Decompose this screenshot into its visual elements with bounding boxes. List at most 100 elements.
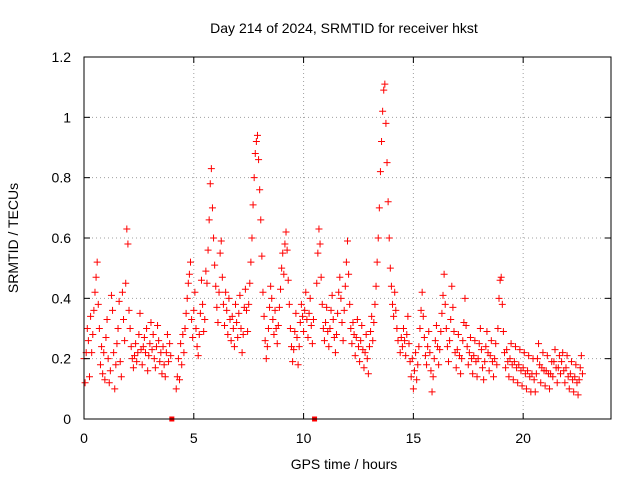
- data-point: [424, 343, 432, 351]
- data-point: [232, 300, 240, 308]
- data-point: [188, 315, 196, 323]
- data-point: [414, 361, 422, 369]
- data-point: [449, 303, 457, 311]
- data-point: [294, 361, 302, 369]
- data-point: [94, 300, 102, 308]
- data-point: [439, 291, 447, 299]
- data-point: [384, 198, 392, 206]
- data-point: [206, 180, 214, 188]
- data-point: [177, 340, 185, 348]
- data-point: [134, 349, 142, 357]
- data-point: [399, 325, 407, 332]
- data-point: [505, 373, 513, 381]
- data-point: [149, 331, 157, 339]
- x-tick-label: 20: [515, 430, 531, 446]
- data-point: [113, 340, 121, 348]
- y-axis-label: SRMTID / TECUs: [5, 183, 21, 293]
- data-point: [563, 352, 571, 360]
- chart-title: Day 214 of 2024, SRMTID for receiver hks…: [210, 20, 478, 36]
- data-point: [428, 388, 436, 396]
- data-point: [225, 294, 233, 302]
- y-tick-label: 1: [63, 109, 71, 125]
- data-point: [246, 279, 254, 287]
- data-point: [318, 300, 326, 308]
- data-point: [407, 373, 415, 381]
- data-point: [105, 379, 113, 387]
- data-point: [425, 328, 433, 336]
- data-point: [277, 285, 285, 293]
- data-point: [203, 279, 211, 287]
- data-point: [133, 358, 141, 366]
- data-point: [546, 385, 554, 393]
- data-point: [367, 328, 375, 336]
- data-point: [244, 328, 252, 336]
- data-point: [555, 352, 563, 360]
- data-point: [194, 352, 202, 360]
- data-point: [459, 337, 467, 345]
- data-point: [509, 376, 517, 384]
- data-point: [327, 306, 335, 314]
- data-point: [571, 373, 579, 381]
- data-point: [342, 258, 350, 266]
- data-point: [441, 300, 449, 308]
- data-point: [473, 373, 481, 381]
- data-point: [465, 349, 473, 357]
- data-point: [208, 204, 216, 212]
- data-point: [358, 321, 366, 329]
- data-point: [227, 337, 235, 345]
- data-point: [285, 300, 293, 308]
- data-point: [498, 300, 506, 308]
- data-point: [452, 364, 460, 372]
- data-point: [241, 285, 249, 293]
- data-point: [191, 288, 199, 296]
- data-point: [364, 370, 372, 378]
- data-point: [216, 249, 224, 257]
- data-point: [135, 331, 143, 339]
- data-point: [162, 349, 170, 357]
- data-point: [257, 216, 265, 224]
- data-point: [124, 240, 132, 248]
- data-point: [297, 300, 305, 308]
- data-point: [106, 367, 114, 375]
- data-point: [118, 288, 126, 296]
- data-point: [550, 358, 558, 366]
- data-point: [314, 249, 322, 257]
- data-point: [261, 337, 269, 345]
- data-point: [541, 382, 549, 390]
- data-point: [84, 337, 92, 345]
- data-point: [281, 240, 289, 248]
- data-point: [88, 349, 96, 357]
- data-point: [368, 312, 376, 320]
- data-point: [506, 355, 514, 363]
- data-point: [111, 385, 119, 393]
- data-point: [95, 325, 103, 332]
- data-point: [371, 300, 379, 308]
- data-point: [331, 349, 339, 357]
- data-point: [511, 343, 519, 351]
- data-point: [457, 370, 465, 378]
- data-point: [381, 80, 389, 88]
- data-point: [535, 340, 543, 348]
- y-tick-label: 1.2: [52, 49, 72, 65]
- data-point: [92, 273, 100, 281]
- data-point: [236, 291, 244, 299]
- data-point: [363, 355, 371, 363]
- data-point: [268, 294, 276, 302]
- data-point: [427, 367, 435, 375]
- data-point: [304, 334, 312, 342]
- data-point: [446, 337, 454, 345]
- data-point: [319, 325, 327, 332]
- data-point: [323, 303, 331, 311]
- data-point: [315, 225, 323, 233]
- data-point: [89, 331, 97, 339]
- data-point: [247, 258, 255, 266]
- data-point: [408, 355, 416, 363]
- data-point: [329, 315, 337, 323]
- data-point: [533, 355, 541, 363]
- data-point: [497, 273, 505, 281]
- data-point: [559, 349, 567, 357]
- data-point: [120, 315, 128, 323]
- data-point: [301, 306, 309, 314]
- data-point: [360, 364, 368, 372]
